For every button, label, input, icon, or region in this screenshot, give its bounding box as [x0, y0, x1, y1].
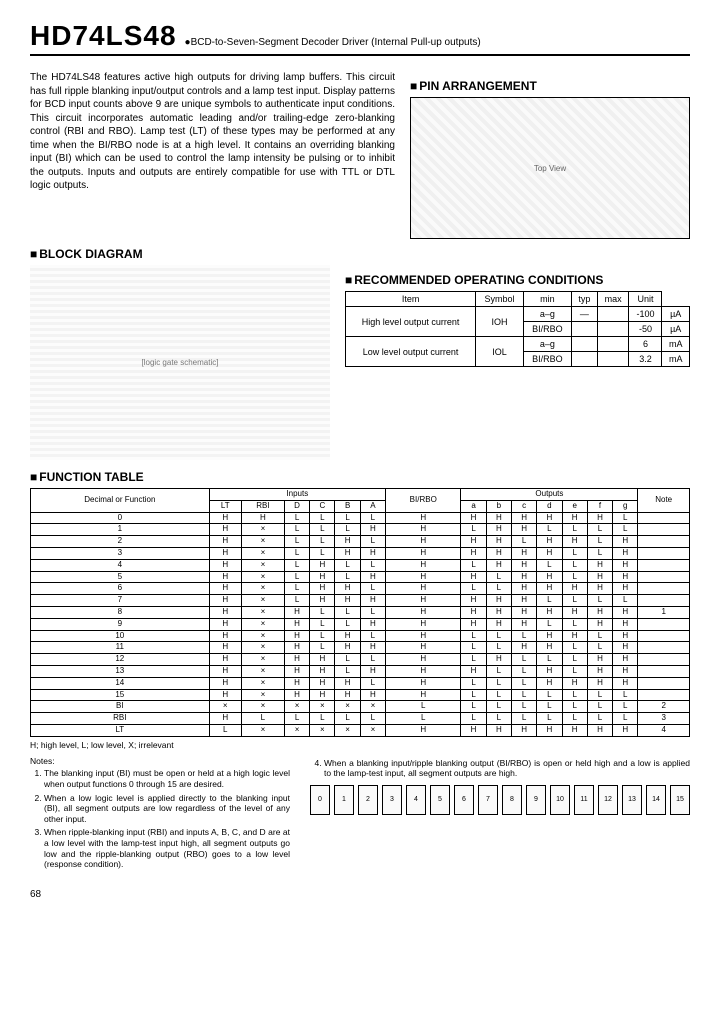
function-table: Decimal or Function Inputs BI/RBO Output… — [30, 488, 690, 737]
segment-digit: 10 — [550, 785, 570, 815]
segment-digit: 13 — [622, 785, 642, 815]
segment-digit: 6 — [454, 785, 474, 815]
roc-row: High level output currentIOHa–g—-100µA — [346, 307, 690, 322]
pin-diagram-caption: Top View — [534, 164, 566, 173]
description-text: The HD74LS48 features active high output… — [30, 71, 395, 239]
part-number: HD74LS48 — [30, 20, 177, 52]
function-legend: H; high level, L; low level, X; irreleva… — [30, 740, 690, 750]
func-col: C — [310, 500, 335, 512]
func-row: 3H×LLHHHHHHHLLH — [31, 547, 690, 559]
segment-digit: 7 — [478, 785, 498, 815]
func-row: 0HHLLLLHHHHHHHL — [31, 512, 690, 524]
header-subtitle: BCD-to-Seven-Segment Decoder Driver (Int… — [191, 37, 481, 48]
func-row: 10H×HLHLHLLLHHLH — [31, 630, 690, 642]
segment-digit: 15 — [670, 785, 690, 815]
notes-section: Notes: The blanking input (BI) must be o… — [30, 756, 690, 873]
segment-display-row: 0123456789101112131415 — [310, 785, 690, 815]
notes-label: Notes: — [30, 756, 55, 766]
func-col: A — [360, 500, 385, 512]
pin-arrangement-diagram: Top View — [410, 97, 690, 239]
segment-digit: 2 — [358, 785, 378, 815]
note-item: When ripple-blanking input (RBI) and inp… — [44, 827, 290, 870]
func-row: 9H×HLLHHHHHLLHH — [31, 618, 690, 630]
roc-title: RECOMMENDED OPERATING CONDITIONS — [345, 273, 690, 287]
col-birbo: BI/RBO — [386, 489, 461, 513]
func-row: 8H×HLLLHHHHHHHH1 — [31, 606, 690, 618]
segment-digit: 12 — [598, 785, 618, 815]
pin-arrangement-title: PIN ARRANGEMENT — [410, 79, 690, 93]
roc-header: min — [523, 292, 571, 307]
block-diagram-title: BLOCK DIAGRAM — [30, 247, 690, 261]
func-row: RBIHLLLLLLLLLLLLL3 — [31, 713, 690, 725]
func-col: LT — [209, 500, 241, 512]
col-note: Note — [638, 489, 690, 513]
block-diagram: [logic gate schematic] — [30, 265, 330, 460]
col-inputs: Inputs — [209, 489, 385, 501]
segment-digit: 14 — [646, 785, 666, 815]
func-col: e — [562, 500, 587, 512]
func-col: d — [537, 500, 562, 512]
func-col: f — [587, 500, 612, 512]
segment-digit: 8 — [502, 785, 522, 815]
page-header: HD74LS48 ● BCD-to-Seven-Segment Decoder … — [30, 20, 690, 56]
roc-header: Symbol — [476, 292, 524, 307]
func-col: a — [461, 500, 486, 512]
segment-digit: 3 — [382, 785, 402, 815]
func-row: 4H×LHLLHLHHLLHH — [31, 559, 690, 571]
segment-digit: 9 — [526, 785, 546, 815]
col-outputs: Outputs — [461, 489, 638, 501]
func-row: 1H×LLLHHLHHLLLL — [31, 524, 690, 536]
segment-digit: 4 — [406, 785, 426, 815]
func-row: 14H×HHHLHLLLHHHH — [31, 677, 690, 689]
func-col: g — [613, 500, 638, 512]
func-row: 11H×HLHHHLLHHLLH — [31, 642, 690, 654]
segment-digit: 11 — [574, 785, 594, 815]
roc-row: Low level output currentIOLa–g6mA — [346, 337, 690, 352]
func-row: 5H×LHLHHHLHHLHH — [31, 571, 690, 583]
roc-header: max — [597, 292, 629, 307]
func-row: 2H×LLHLHHHLHHLH — [31, 536, 690, 548]
col-decimal: Decimal or Function — [31, 489, 210, 513]
segment-digit: 0 — [310, 785, 330, 815]
func-row: 12H×HHLLHLHLLLHH — [31, 654, 690, 666]
func-col: D — [284, 500, 309, 512]
func-col: b — [486, 500, 511, 512]
func-row: BI××××××LLLLLLLL2 — [31, 701, 690, 713]
note-item: When a low logic level is applied direct… — [44, 793, 290, 825]
note-item: When a blanking input/ripple blanking ou… — [324, 758, 690, 779]
func-row: 13H×HHLHHHLLHLHH — [31, 665, 690, 677]
func-col: RBI — [241, 500, 284, 512]
func-row: LTL×××××HHHHHHHH4 — [31, 724, 690, 736]
note-item: The blanking input (BI) must be open or … — [44, 768, 290, 789]
roc-header: typ — [572, 292, 598, 307]
function-table-title: FUNCTION TABLE — [30, 470, 690, 484]
func-row: 15H×HHHHHLLLLLLL — [31, 689, 690, 701]
segment-digit: 5 — [430, 785, 450, 815]
roc-header: Unit — [629, 292, 662, 307]
segment-digit: 1 — [334, 785, 354, 815]
page-number: 68 — [30, 889, 690, 900]
func-col: c — [511, 500, 536, 512]
func-row: 6H×LHHLHLLHHHHH — [31, 583, 690, 595]
func-col: B — [335, 500, 360, 512]
roc-table: ItemSymbolmintypmaxUnit High level outpu… — [345, 291, 690, 367]
roc-header: Item — [346, 292, 476, 307]
func-row: 7H×LHHHHHHHLLLL — [31, 595, 690, 607]
